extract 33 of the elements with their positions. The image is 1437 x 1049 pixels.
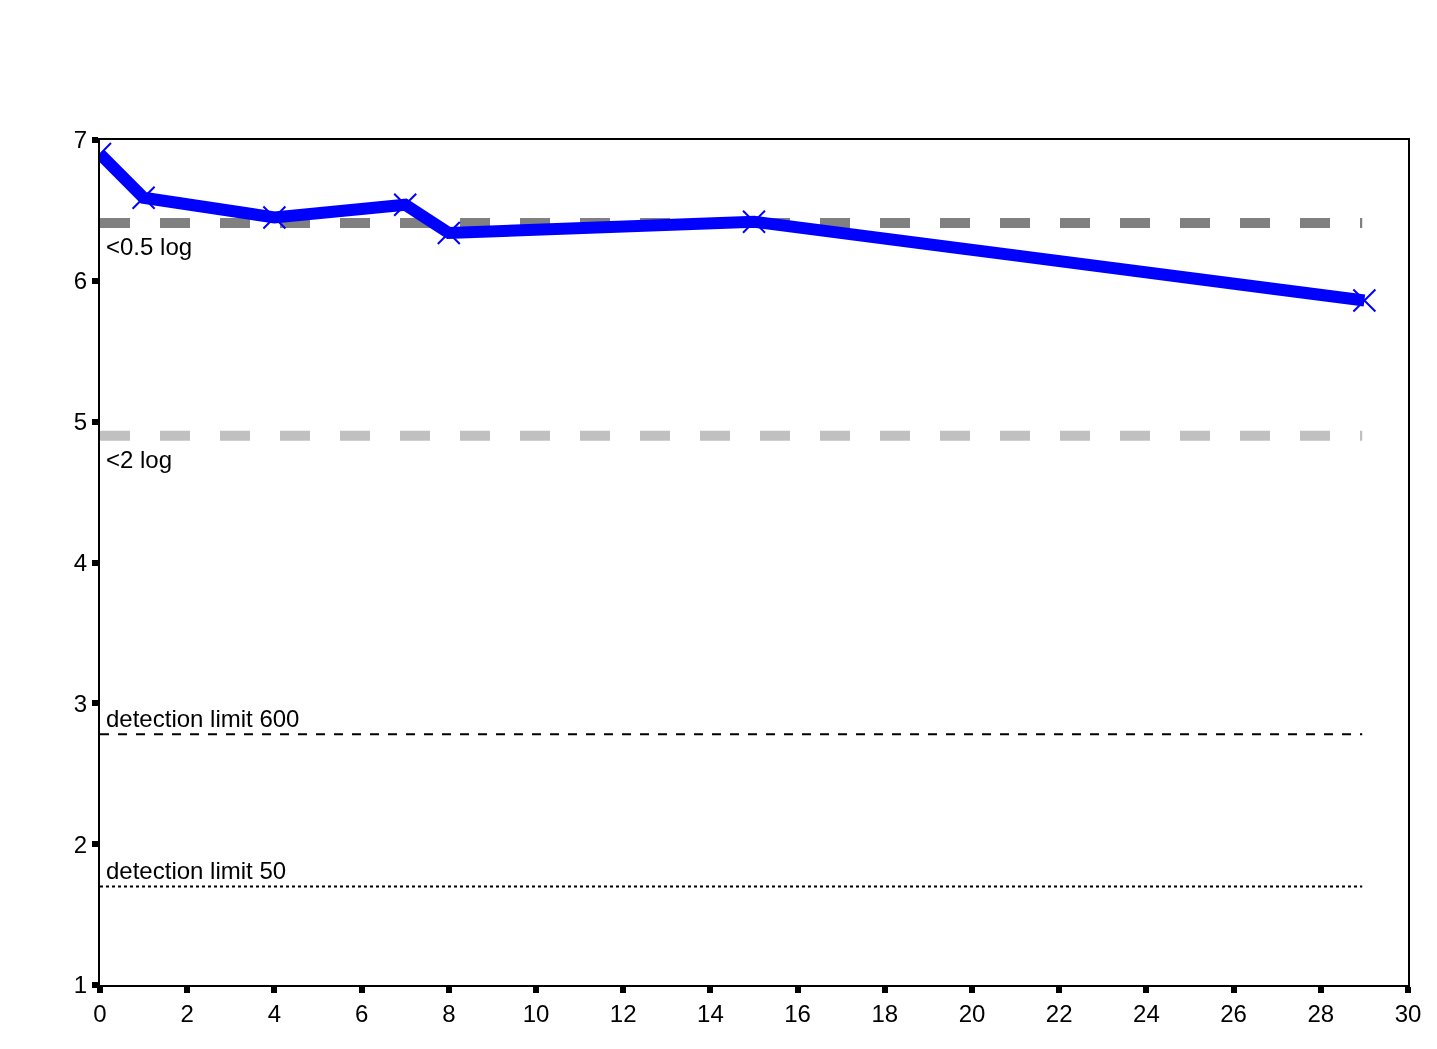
ref-line-label: detection limit 50 xyxy=(106,857,287,884)
x-tick-label: 30 xyxy=(1394,999,1422,1027)
x-tick-label: 16 xyxy=(784,999,811,1027)
x-tick-label: 14 xyxy=(697,999,724,1027)
y-tick-label: 4 xyxy=(73,548,88,576)
x-tick-label: 6 xyxy=(354,999,369,1027)
ref-line-label: <2 log xyxy=(106,446,173,473)
x-tick-label: 24 xyxy=(1133,999,1160,1027)
ref-line-label: <0.5 log xyxy=(106,233,193,260)
x-tick-label: 10 xyxy=(522,999,550,1027)
x-tick-label: 20 xyxy=(958,999,986,1027)
ref-line-label: detection limit 600 xyxy=(106,705,300,732)
point xyxy=(131,185,156,210)
x-tick-label: 26 xyxy=(1220,999,1247,1027)
x-tick-label: 0 xyxy=(93,999,107,1027)
y-tick-label: 5 xyxy=(73,408,88,436)
x-tick-label: 22 xyxy=(1045,999,1073,1027)
point xyxy=(742,209,766,234)
point xyxy=(393,192,418,217)
y-tick-label: 2 xyxy=(73,830,88,858)
x-tick-label: 8 xyxy=(442,999,456,1027)
x-tick-label: 4 xyxy=(267,999,282,1027)
x-tick-label: 2 xyxy=(180,999,194,1027)
y-tick-label: 3 xyxy=(73,689,88,717)
point xyxy=(436,220,461,245)
x-tick-label: 28 xyxy=(1307,999,1335,1027)
y-tick-label: 6 xyxy=(73,267,88,295)
y-tick-label: 7 xyxy=(73,126,88,154)
y-tick-label: 1 xyxy=(73,971,88,999)
x-tick-label: 18 xyxy=(871,999,899,1027)
point xyxy=(1352,288,1377,313)
point xyxy=(262,205,287,230)
x-tick-label: 12 xyxy=(609,999,637,1027)
